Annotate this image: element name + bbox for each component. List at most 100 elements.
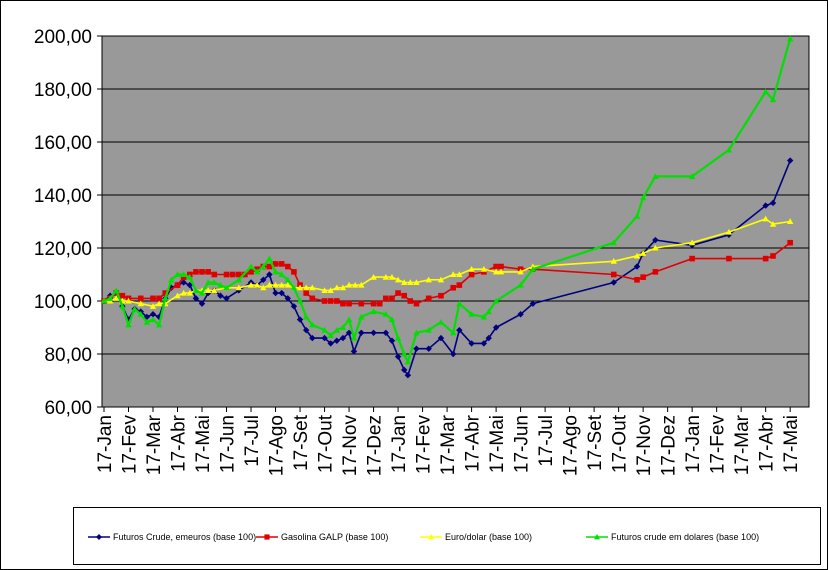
x-tick-label: 17-Out [316,414,337,473]
data-point [407,298,414,304]
data-point [162,290,169,296]
data-point [204,287,212,293]
data-point [382,311,390,317]
data-point [786,157,794,164]
plot-area [101,35,810,408]
data-point [395,290,401,296]
x-tick-label: 17-Fev [414,415,435,475]
data-point [284,281,291,288]
data-point [211,287,218,293]
data-point [517,268,524,275]
x-tick-label: 17-Jan [683,415,704,473]
data-point [334,298,340,304]
data-point [370,329,377,336]
data-point [321,287,328,293]
x-tick-label: 17-Dez [659,415,680,476]
data-point [358,329,365,336]
legend-label: Gasolina GALP (base 100) [281,532,389,542]
legend-label: Futuros Crude, emeuros (base 100) [113,532,257,542]
data-point [192,295,200,302]
data-point [688,239,696,246]
x-tick-label: 17-Mar [438,414,459,475]
data-point [290,284,298,291]
legend-item: Euro/dolar (base 100) [420,529,532,545]
data-point [96,534,102,540]
data-point [174,292,181,299]
data-point [333,326,341,333]
legend-item: Futuros crude em dolares (base 100) [586,529,759,545]
x-tick-label: 17-Nov [340,415,361,477]
data-point [321,334,328,342]
x-tick-label: 17-Mar [144,414,165,475]
data-point [400,366,408,374]
data-point [370,300,377,307]
data-point [438,292,444,299]
data-point [235,271,242,278]
y-tick-label: 160,00 [34,133,92,154]
x-tick-label: 17-Jul [242,415,263,467]
data-point [376,300,383,307]
data-point [333,284,341,291]
data-point [309,295,316,302]
x-tick-label: 17-Out [610,414,631,473]
x-tick-label: 17-Abr [169,414,190,472]
data-point [725,146,733,153]
data-point [180,279,187,286]
data-point [198,289,206,296]
y-tick-label: 120,00 [34,239,92,260]
data-point [321,326,328,333]
data-point [610,258,617,264]
data-point [137,300,144,307]
x-tick-label: 17-Jun [512,415,533,473]
data-point [413,345,420,352]
data-point [370,273,377,280]
data-point [425,276,432,283]
x-tick-label: 17-Mai [193,415,214,473]
data-point [456,282,463,288]
data-point [217,281,224,288]
data-point [284,263,291,270]
data-point [327,287,334,293]
data-point [639,250,647,256]
data-point [266,263,273,270]
data-point [345,329,353,336]
data-point [125,321,132,328]
data-point [450,271,457,278]
x-tick-label: 17-Mai [487,415,508,473]
data-point [652,236,659,244]
data-point [186,281,193,289]
data-point [350,348,358,355]
data-point [278,261,285,267]
data-point [119,292,126,299]
data-point [468,266,475,272]
data-point [180,289,187,296]
data-point [291,269,297,275]
data-point [217,292,224,299]
data-point [266,255,273,262]
data-point [652,173,659,180]
data-point [400,279,408,286]
series [100,35,794,365]
data-point [264,534,270,540]
data-point [481,269,487,275]
x-axis: 17-Jan 17-Fev 17-Mar 17-Abr 17-Mai 17-Jun 17-J… [95,407,802,476]
legend-swatch [88,534,110,540]
data-point [437,276,445,283]
data-point [346,300,352,307]
data-point [786,35,794,42]
data-point [100,297,108,304]
data-point [149,311,157,318]
data-point [456,271,463,278]
data-point [131,305,138,312]
legend-label: Euro/dolar (base 100) [445,532,533,542]
gridlines [102,88,809,355]
data-point [610,279,617,286]
data-point [340,300,346,307]
x-tick-label: 17-Abr [757,414,778,472]
data-point [769,199,777,207]
data-point [413,329,420,336]
data-point [388,316,396,323]
data-point [404,372,412,379]
legend-item: Futuros Crude, emeuros (base 100) [88,529,256,545]
